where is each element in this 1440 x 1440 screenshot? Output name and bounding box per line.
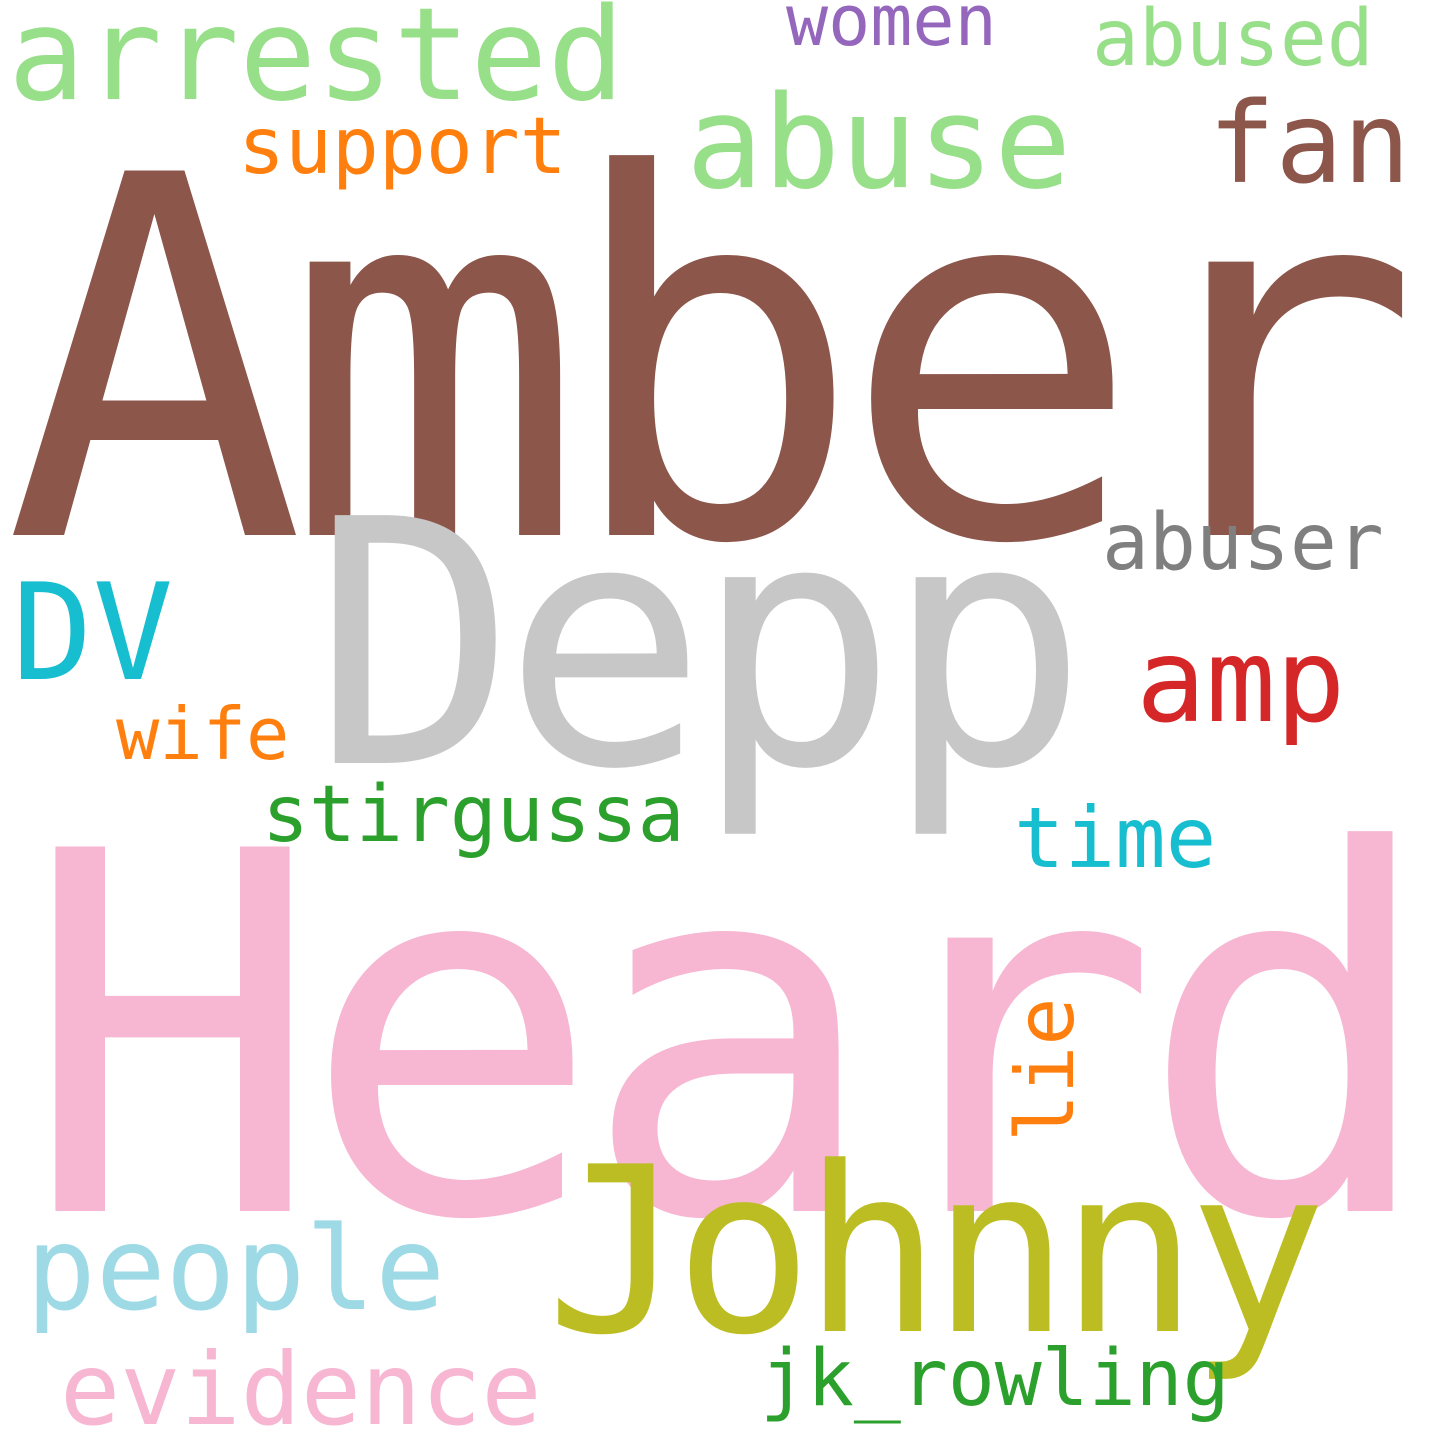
word-women: women	[786, 0, 997, 62]
word-dv: DV	[12, 555, 174, 711]
word-abuser: abuser	[1102, 498, 1384, 588]
word-amp: amp	[1136, 614, 1346, 749]
word-jk-rowling: jk_rowling	[760, 1334, 1230, 1424]
word-amber: Amber	[4, 71, 1421, 653]
word-lie: lie	[999, 997, 1092, 1143]
word-abuse: abuse	[686, 69, 1072, 218]
word-depp: Depp	[312, 448, 1089, 844]
word-time: time	[1014, 789, 1217, 887]
word-stirgussa: stirgussa	[262, 770, 685, 860]
word-people: people	[26, 1202, 446, 1337]
word-wife: wife	[116, 692, 290, 776]
word-johnny: Johnny	[546, 1119, 1327, 1386]
word-arrested: arrested	[8, 0, 625, 130]
word-support: support	[238, 102, 567, 192]
word-heard: Heard	[22, 747, 1439, 1329]
word-fan: fan	[1208, 79, 1411, 209]
word-abused: abused	[1092, 0, 1374, 84]
word-evidence: evidence	[60, 1331, 542, 1440]
